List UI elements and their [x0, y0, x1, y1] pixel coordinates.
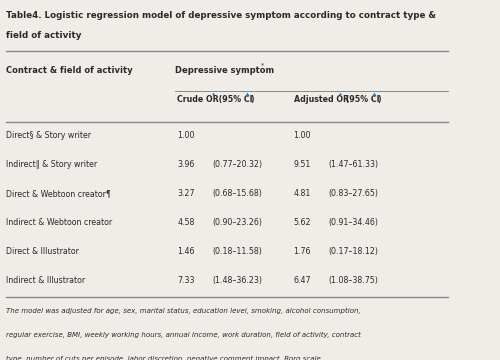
Text: ): ) — [250, 95, 254, 104]
Text: 5.62: 5.62 — [294, 218, 311, 227]
Text: 4.58: 4.58 — [177, 218, 194, 227]
Text: Direct§ & Story writer: Direct§ & Story writer — [6, 131, 91, 140]
Text: (1.47–61.33): (1.47–61.33) — [328, 160, 378, 169]
Text: Indirect & Illustrator: Indirect & Illustrator — [6, 276, 85, 285]
Text: †: † — [338, 93, 342, 98]
Text: ‡: ‡ — [246, 93, 249, 98]
Text: (1.08–38.75): (1.08–38.75) — [328, 276, 378, 285]
Text: 9.51: 9.51 — [294, 160, 311, 169]
Text: type, number of cuts per episode, labor discretion, negative comment impact, Bor: type, number of cuts per episode, labor … — [6, 356, 323, 360]
Text: (0.91–34.46): (0.91–34.46) — [328, 218, 378, 227]
Text: Indirect‖ & Story writer: Indirect‖ & Story writer — [6, 160, 97, 169]
Text: 7.33: 7.33 — [177, 276, 194, 285]
Text: *: * — [260, 62, 264, 67]
Text: ): ) — [378, 95, 381, 104]
Text: 3.27: 3.27 — [177, 189, 194, 198]
Text: Direct & Illustrator: Direct & Illustrator — [6, 247, 79, 256]
Text: (0.68–15.68): (0.68–15.68) — [212, 189, 262, 198]
Text: 1.76: 1.76 — [294, 247, 311, 256]
Text: 1.46: 1.46 — [177, 247, 194, 256]
Text: (0.77–20.32): (0.77–20.32) — [212, 160, 262, 169]
Text: Direct & Webtoon creator¶: Direct & Webtoon creator¶ — [6, 189, 111, 198]
Text: 6.47: 6.47 — [294, 276, 311, 285]
Text: 1.00: 1.00 — [177, 131, 194, 140]
Text: Table4. Logistic regression model of depressive symptom according to contract ty: Table4. Logistic regression model of dep… — [6, 12, 436, 21]
Text: Depressive symptom: Depressive symptom — [175, 66, 274, 75]
Text: ‡: ‡ — [374, 93, 376, 98]
Text: 1.00: 1.00 — [294, 131, 311, 140]
Text: regular exercise, BMI, weekly working hours, annual income, work duration, field: regular exercise, BMI, weekly working ho… — [6, 332, 361, 338]
Text: (0.17–18.12): (0.17–18.12) — [328, 247, 378, 256]
Text: (0.83–27.65): (0.83–27.65) — [328, 189, 378, 198]
Text: field of activity: field of activity — [6, 31, 82, 40]
Text: (0.18–11.58): (0.18–11.58) — [212, 247, 262, 256]
Text: Adjusted OR: Adjusted OR — [294, 95, 348, 104]
Text: The model was adjusted for age, sex, marital status, education level, smoking, a: The model was adjusted for age, sex, mar… — [6, 308, 360, 314]
Text: Contract & field of activity: Contract & field of activity — [6, 66, 132, 75]
Text: (1.48–36.23): (1.48–36.23) — [212, 276, 262, 285]
Text: 4.81: 4.81 — [294, 189, 311, 198]
Text: Crude OR: Crude OR — [177, 95, 219, 104]
Text: (95% CI: (95% CI — [216, 95, 252, 104]
Text: Indirect & Webtoon creator: Indirect & Webtoon creator — [6, 218, 112, 227]
Text: (0.90–23.26): (0.90–23.26) — [212, 218, 262, 227]
Text: 3.96: 3.96 — [177, 160, 194, 169]
Text: (95% CI: (95% CI — [343, 95, 380, 104]
Text: †: † — [212, 93, 214, 98]
